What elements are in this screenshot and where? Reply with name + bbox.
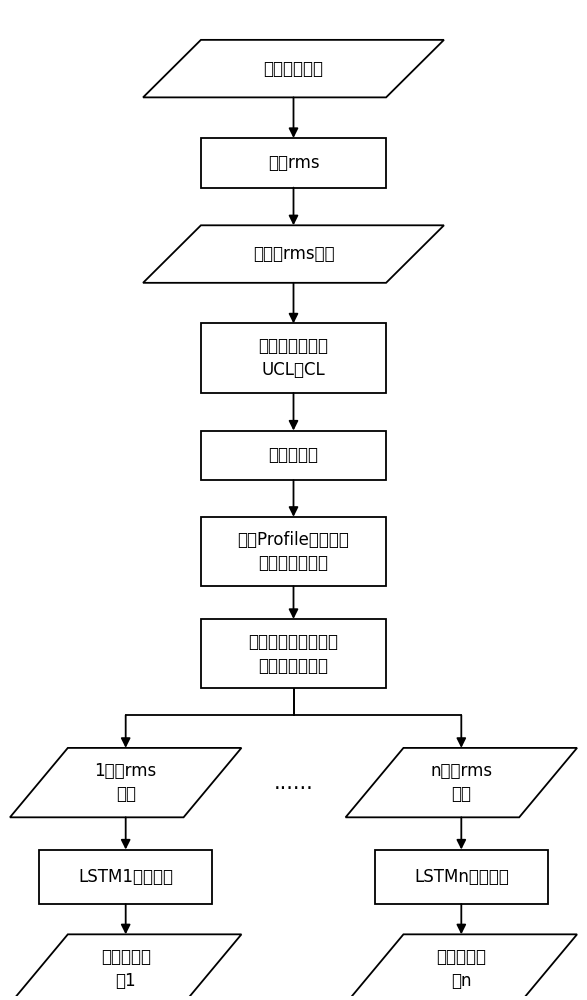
- Text: 轴承的rms曲线: 轴承的rms曲线: [252, 245, 335, 263]
- Text: ......: ......: [274, 773, 313, 793]
- Polygon shape: [10, 934, 241, 1000]
- Polygon shape: [346, 748, 577, 817]
- Bar: [375, 850, 548, 904]
- Polygon shape: [143, 40, 444, 97]
- Bar: [201, 323, 386, 393]
- Text: 预测结果曲
线n: 预测结果曲 线n: [436, 948, 486, 990]
- Polygon shape: [10, 748, 241, 817]
- Bar: [201, 431, 386, 480]
- Text: 前一阶段的部分数据
加入到后一阶段: 前一阶段的部分数据 加入到后一阶段: [248, 633, 339, 675]
- Bar: [39, 850, 212, 904]
- Bar: [201, 138, 386, 188]
- Text: n阶段rms
曲线: n阶段rms 曲线: [430, 762, 492, 803]
- Text: 结合Profile分析突变
点前后曲线概况: 结合Profile分析突变 点前后曲线概况: [238, 531, 349, 572]
- Text: LSTMn故障预测: LSTMn故障预测: [414, 868, 509, 886]
- Bar: [201, 517, 386, 586]
- Bar: [201, 619, 386, 688]
- Text: 轴承振动信号: 轴承振动信号: [264, 60, 323, 78]
- Text: 1阶段rms
曲线: 1阶段rms 曲线: [95, 762, 157, 803]
- Text: 得到突变点: 得到突变点: [268, 446, 319, 464]
- Text: LSTM1故障预测: LSTM1故障预测: [78, 868, 173, 886]
- Polygon shape: [346, 934, 577, 1000]
- Text: 提反rms: 提反rms: [268, 154, 319, 172]
- Text: 预测结果曲
电1: 预测结果曲 电1: [101, 948, 151, 990]
- Polygon shape: [143, 225, 444, 283]
- Text: 统计分析并计算
UCL，CL: 统计分析并计算 UCL，CL: [258, 337, 329, 379]
